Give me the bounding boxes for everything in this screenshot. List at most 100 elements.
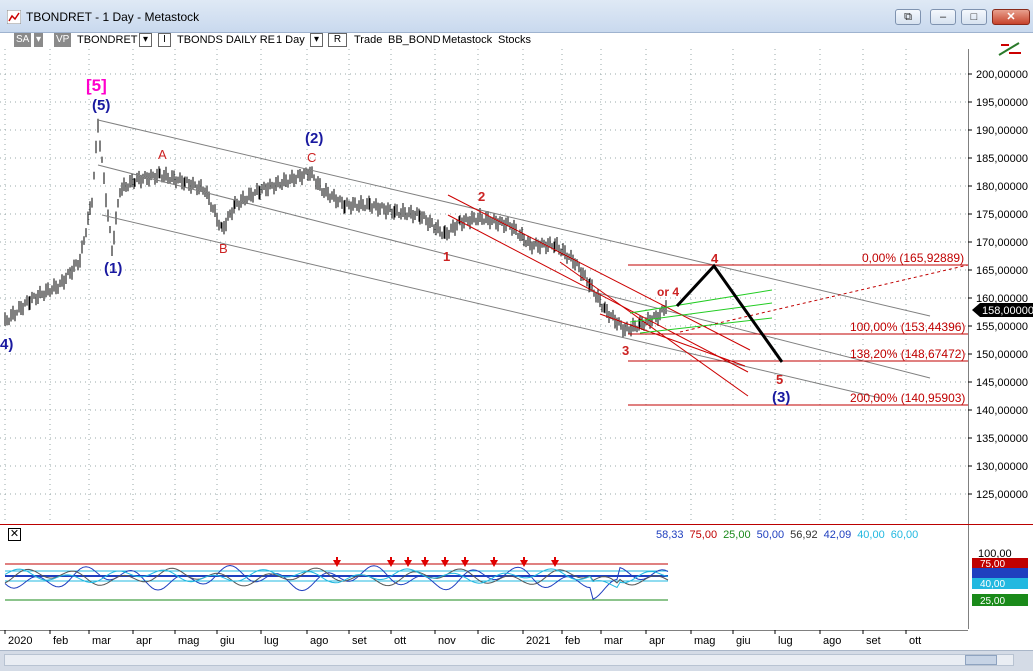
fib-label-138: 138,20% (148,67472) [850, 347, 965, 361]
green-channel-2 [629, 302, 773, 323]
minimize-button[interactable]: – [930, 9, 956, 25]
price-axis-label: 160,00000 [976, 293, 1028, 305]
price-axis-label: 140,00000 [976, 405, 1028, 417]
date-axis-label: mag [694, 635, 715, 647]
periodicity-label: 1 Day [276, 34, 305, 46]
restore-down-button[interactable]: ⧉ [895, 9, 921, 25]
red-channel-2 [447, 214, 749, 373]
date-axis-label: ago [823, 635, 841, 647]
sell-signal-arrow [551, 560, 559, 567]
date-axis-label: set [866, 635, 881, 647]
wave-label-A: A [158, 147, 167, 162]
date-axis-label: mar [92, 635, 111, 647]
sell-signal-arrow [404, 560, 412, 567]
date-axis-label: lug [778, 635, 793, 647]
sa-dropdown[interactable]: ▾ [34, 33, 44, 47]
date-axis-label: nov [438, 635, 456, 647]
metastock-label: Metastock [442, 34, 493, 46]
price-axis-label: 180,00000 [976, 181, 1028, 193]
wave-label-1: 1 [443, 249, 450, 264]
metastock-app-icon [7, 10, 21, 24]
horizontal-scrollbar[interactable] [4, 654, 1014, 666]
wave-label-paren3: (3) [772, 389, 790, 406]
sell-signal-arrow [490, 560, 498, 567]
sa-button[interactable]: SA [14, 33, 32, 47]
wave-label-5: 5 [776, 372, 783, 387]
channel-upper-line [97, 119, 931, 317]
bb-bond-label: BB_BOND [388, 34, 441, 46]
date-axis-label: feb [565, 635, 580, 647]
title-bar: TBONDRET - 1 Day - Metastock ⧉ – □ ✕ [0, 0, 1033, 33]
sell-signal-arrow [333, 560, 341, 567]
svg-text:25,00: 25,00 [980, 596, 1005, 607]
date-axis-label: ott [909, 635, 921, 647]
indicator-values: 58,33 75,00 25,00 50,00 56,92 42,09 40,00 60,00 [656, 529, 924, 541]
date-axis-label: feb [53, 635, 68, 647]
scrollbar-thumb[interactable] [965, 655, 997, 665]
price-axis-label: 155,00000 [976, 321, 1028, 333]
indicator-value: 60,00 [890, 529, 919, 541]
price-axis-label: 145,00000 [976, 377, 1028, 389]
price-axis-label: 165,00000 [976, 265, 1028, 277]
price-axis-label: 125,00000 [976, 489, 1028, 501]
indicator-value: 42,09 [823, 529, 852, 541]
channel-lower-line-2 [101, 214, 881, 399]
price-axis-label: 190,00000 [976, 125, 1028, 137]
date-axis-label: giu [736, 635, 751, 647]
window-title: TBONDRET - 1 Day - Metastock [26, 10, 200, 24]
i-button[interactable]: I [158, 33, 171, 47]
indicator-value: 50,00 [756, 529, 785, 541]
price-axis-label: 170,00000 [976, 237, 1028, 249]
price-axis-label: 185,00000 [976, 153, 1028, 165]
indicator-line [4, 568, 669, 589]
fib-dashed-line [679, 264, 968, 333]
date-axis-label: 2021 [526, 635, 550, 647]
wave-label-paren5: (5) [92, 97, 110, 114]
panel-separator[interactable] [0, 524, 1033, 525]
price-axis-label: 175,00000 [976, 209, 1028, 221]
price-grid [0, 49, 968, 524]
r-button[interactable]: R [328, 33, 347, 47]
date-axis[interactable]: 2020 feb mar apr mag giu lug ago set ott nov dic 202… [0, 630, 968, 648]
indicator-chart[interactable] [0, 541, 968, 630]
close-button[interactable]: ✕ [992, 9, 1030, 25]
vp-button[interactable]: VP [54, 33, 72, 47]
red-channel-1 [447, 194, 751, 351]
indicator-value: 58,33 [656, 529, 684, 541]
price-axis[interactable]: 200,00000 195,00000 190,00000 185,00000 180,… [968, 49, 1033, 629]
date-axis-label: ago [310, 635, 328, 647]
price-bars [4, 118, 667, 338]
scales-icon[interactable] [997, 37, 1023, 59]
indicator-value: 40,00 [857, 529, 885, 541]
wave-label-paren2: (2) [305, 130, 323, 147]
projection-path [675, 263, 784, 363]
wave-label-4: 4 [711, 251, 719, 266]
price-axis-label: 130,00000 [976, 461, 1028, 473]
green-channel-1 [629, 289, 773, 314]
date-axis-label: mag [178, 635, 199, 647]
indicator-value: 56,92 [790, 529, 818, 541]
fib-label-200: 200,00% (140,95903) [850, 391, 965, 405]
svg-text:100,00: 100,00 [978, 548, 1012, 560]
indicator-value: 25,00 [723, 529, 751, 541]
wave-label-top5: [5] [86, 76, 107, 95]
date-axis-label: 2020 [8, 635, 32, 647]
wave-label-B: B [219, 241, 228, 256]
price-axis-label: 200,00000 [976, 69, 1028, 81]
wave-label-C: C [307, 150, 316, 165]
chart-toolbar: SA ▾ VP TBONDRET ▾ I TBONDS DAILY RE 1 D… [0, 33, 1033, 56]
maximize-button[interactable]: □ [961, 9, 987, 25]
date-axis-label: apr [136, 635, 152, 647]
green-channel-3 [639, 317, 773, 334]
wave-label-left4: 4) [0, 336, 13, 353]
price-chart[interactable]: [5] (5) (1) (2) (3) 4) A B C 1 2 3 4 5 o… [0, 49, 968, 524]
periodicity-dropdown[interactable]: ▾ [310, 33, 323, 47]
close-indicator-icon[interactable]: ✕ [8, 528, 21, 541]
symbol-dropdown[interactable]: ▾ [139, 33, 152, 47]
price-axis-label: 150,00000 [976, 349, 1028, 361]
last-price-tag: 158,00000 [972, 303, 1033, 317]
date-axis-label: set [352, 635, 367, 647]
date-axis-label: lug [264, 635, 279, 647]
fib-label-100: 100,00% (153,44396) [850, 320, 965, 334]
red-channel-4 [599, 313, 746, 367]
